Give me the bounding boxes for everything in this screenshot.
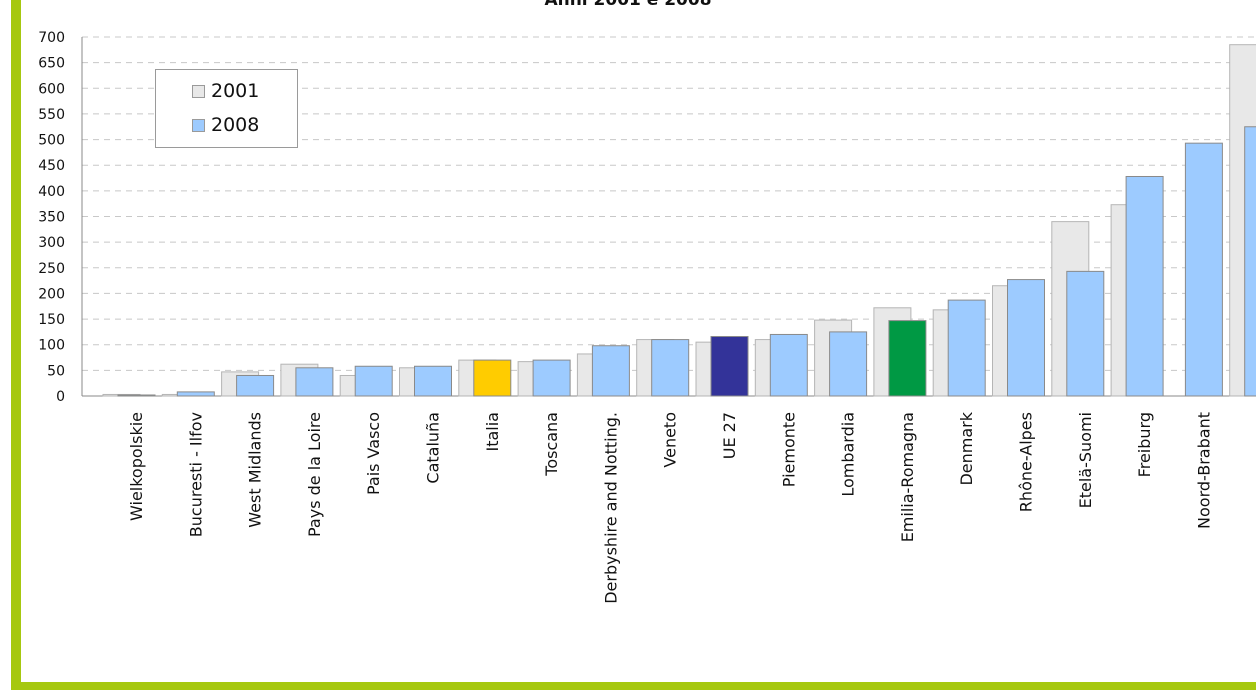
y-tick-label-150: 150 bbox=[38, 312, 65, 328]
bar-2008-12 bbox=[829, 331, 868, 397]
x-category-label-15: Rhône-Alpes bbox=[1017, 412, 1036, 512]
bar-2008-1 bbox=[176, 391, 215, 397]
bar-2008-16 bbox=[1066, 270, 1105, 397]
y-tick-label-400: 400 bbox=[38, 184, 65, 200]
x-category-label-7: Toscana bbox=[542, 412, 561, 477]
bar-2008-15 bbox=[1007, 279, 1045, 397]
x-category-label-1: Bucuresti - Ilfov bbox=[186, 412, 205, 537]
bar-2008-8 bbox=[591, 345, 630, 397]
x-category-label-6: Italia bbox=[483, 412, 502, 452]
y-tick-label-250: 250 bbox=[38, 261, 65, 277]
frame-left-bar bbox=[11, 0, 21, 690]
bar-2008-5 bbox=[414, 365, 452, 397]
x-category-label-11: Piemonte bbox=[779, 412, 798, 487]
bar-2008-13 bbox=[888, 320, 927, 397]
x-category-label-13: Emilia-Romagna bbox=[898, 412, 917, 542]
legend-swatch-2008 bbox=[192, 118, 205, 132]
legend-label-2008: 2008 bbox=[211, 114, 260, 136]
x-category-label-5: Cataluña bbox=[424, 412, 443, 484]
x-category-label-9: Veneto bbox=[661, 412, 680, 468]
x-category-label-0: Wielkopolskie bbox=[127, 412, 146, 521]
bar-2008-9 bbox=[651, 339, 690, 397]
y-tick-label-500: 500 bbox=[38, 133, 65, 149]
y-tick-label-100: 100 bbox=[38, 338, 65, 354]
y-tick-label-0: 0 bbox=[56, 389, 65, 405]
bar-2008-7 bbox=[532, 359, 571, 397]
y-tick-label-550: 550 bbox=[38, 107, 65, 123]
bar-2008-2 bbox=[236, 374, 275, 397]
bar-2008-10 bbox=[710, 336, 749, 397]
y-tick-label-200: 200 bbox=[38, 286, 65, 302]
frame-bottom-bar bbox=[11, 682, 1256, 690]
y-tick-label-600: 600 bbox=[38, 81, 65, 97]
y-tick-label-650: 650 bbox=[38, 56, 65, 72]
bar-2008-6 bbox=[473, 359, 512, 397]
chart-legend: 2001 2008 bbox=[155, 69, 298, 148]
bar-2008-11 bbox=[769, 333, 808, 397]
x-category-label-16: Etelä-Suomi bbox=[1076, 412, 1095, 508]
x-category-label-18: Noord-Brabant bbox=[1194, 412, 1213, 529]
x-category-label-2: West Midlands bbox=[246, 412, 265, 528]
bar-2008-3 bbox=[295, 367, 334, 397]
x-category-label-12: Lombardia bbox=[839, 412, 858, 497]
x-category-label-8: Derbyshire and Notting. bbox=[601, 412, 620, 604]
legend-item-2001: 2001 bbox=[192, 78, 259, 104]
legend-swatch-2001 bbox=[192, 84, 205, 98]
bar-2008-0 bbox=[117, 394, 156, 397]
bar-2008-17 bbox=[1125, 175, 1164, 397]
chart-title: Anni 2001 e 2008 bbox=[544, 0, 712, 10]
x-category-label-4: Pais Vasco bbox=[364, 412, 383, 495]
legend-item-2008: 2008 bbox=[192, 112, 259, 138]
x-category-label-10: UE 27 bbox=[720, 412, 739, 459]
x-category-label-17: Freiburg bbox=[1135, 412, 1154, 477]
bar-2008-19 bbox=[1244, 126, 1256, 397]
x-category-label-14: Denmark bbox=[957, 411, 976, 485]
y-tick-label-50: 50 bbox=[47, 363, 65, 379]
y-tick-label-450: 450 bbox=[38, 158, 65, 174]
bar-2008-4 bbox=[354, 365, 393, 397]
y-tick-label-300: 300 bbox=[38, 235, 65, 251]
legend-label-2001: 2001 bbox=[211, 80, 260, 102]
bar-2008-18 bbox=[1184, 142, 1223, 397]
bar-2008-14 bbox=[947, 299, 986, 397]
x-category-label-19: Stuttgart bbox=[1254, 412, 1256, 484]
y-tick-label-350: 350 bbox=[38, 210, 65, 226]
x-category-label-3: Pays de la Loire bbox=[305, 412, 324, 537]
y-tick-label-700: 700 bbox=[38, 30, 65, 46]
